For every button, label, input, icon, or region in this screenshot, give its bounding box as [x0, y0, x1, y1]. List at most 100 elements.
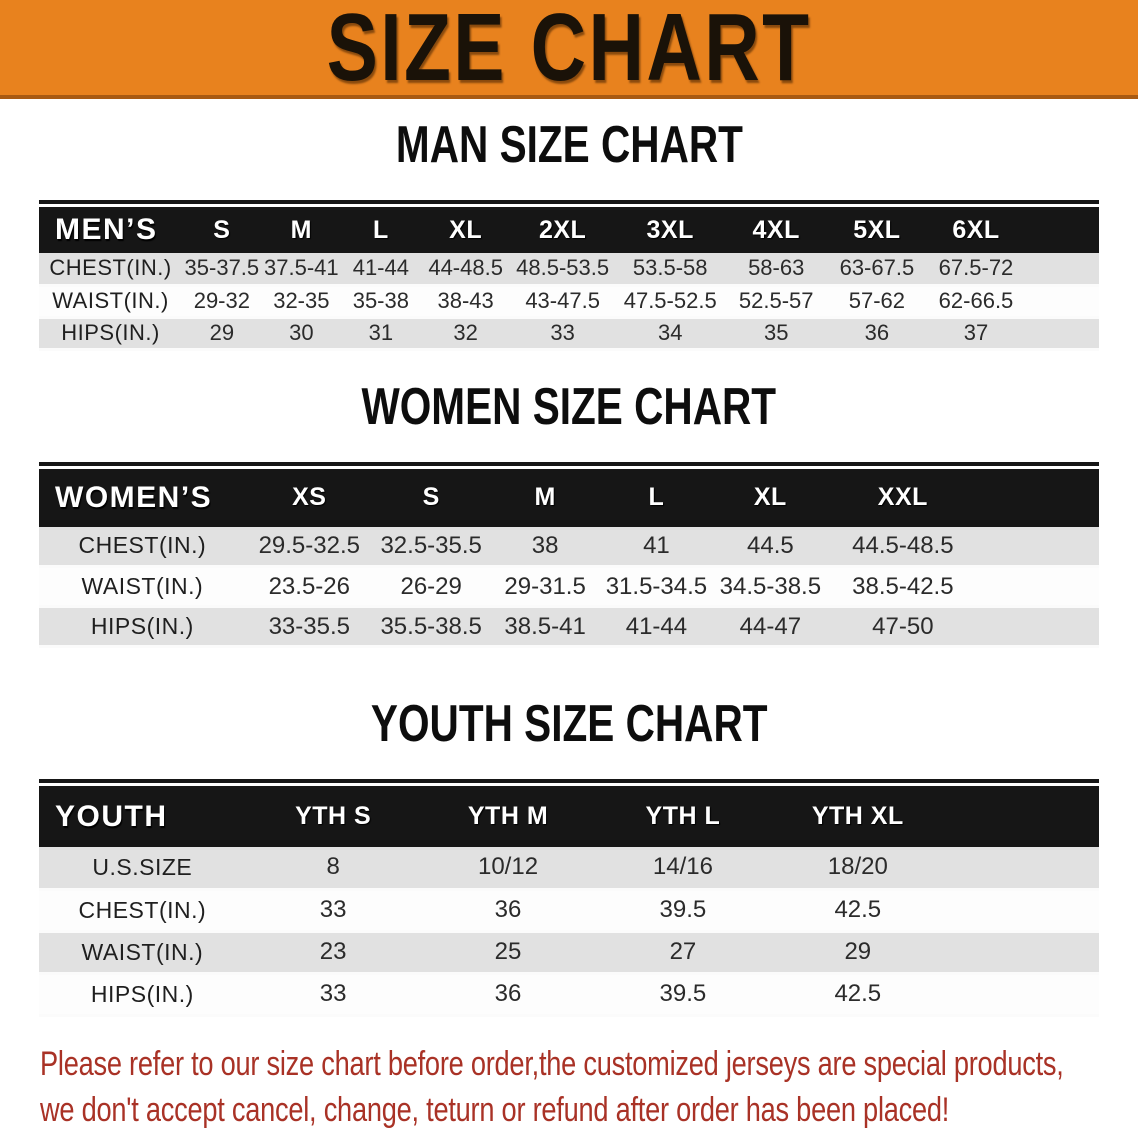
row-spacer [945, 889, 1099, 933]
header-row: WOMEN’S XS S M L XL XXL [39, 468, 1099, 527]
column-header: L [341, 207, 421, 253]
disclaimer-line-1: Please refer to our size chart before or… [40, 1044, 1064, 1083]
size-value-cell: 27 [595, 931, 771, 975]
size-value-cell: 38.5-41 [489, 606, 601, 648]
size-value-cell: 53.5-58 [614, 253, 726, 287]
disclaimer-note: Please refer to our size chart before or… [40, 1041, 1138, 1133]
size-value-cell: 29-31.5 [489, 566, 601, 608]
section-heading: MAN SIZE CHART [0, 116, 1138, 180]
size-value-cell: 44-48.5 [420, 253, 511, 287]
size-value-cell: 23 [245, 931, 421, 975]
section-womens: WOMEN SIZE CHART WOMEN’S XS S M L XL XXL CHEST(I… [0, 377, 1138, 648]
size-value-cell: 32 [420, 317, 511, 351]
size-value-cell: 38.5-42.5 [828, 566, 978, 608]
row-spacer [1024, 285, 1099, 319]
size-value-cell: 18/20 [770, 847, 946, 891]
row-spacer [977, 526, 1099, 568]
column-header: M [489, 468, 601, 527]
row-label: WAIST(IN.) [39, 285, 183, 319]
size-value-cell: 67.5-72 [927, 253, 1025, 287]
row-label: CHEST(IN.) [39, 889, 246, 933]
size-value-cell: 38 [489, 526, 601, 568]
row-spacer [945, 931, 1099, 975]
size-value-cell: 44.5 [712, 526, 829, 568]
size-value-cell: 30 [261, 317, 342, 351]
section-heading-text: MAN SIZE CHART [395, 116, 743, 174]
table-row: U.S.SIZE 8 10/12 14/16 18/20 [39, 847, 1099, 891]
size-table-wrap: YOUTH YTH S YTH M YTH L YTH XL U.S.SIZE 8 10/12… [39, 779, 1099, 1017]
size-value-cell: 48.5-53.5 [510, 253, 615, 287]
row-label: HIPS(IN.) [39, 973, 246, 1017]
size-value-cell: 63-67.5 [826, 253, 928, 287]
section-heading-text: YOUTH SIZE CHART [370, 695, 768, 753]
row-spacer [1024, 317, 1099, 351]
size-value-cell: 38-43 [420, 285, 511, 319]
group-label: WOMEN’S [39, 468, 246, 527]
row-label: WAIST(IN.) [39, 566, 246, 608]
size-value-cell: 39.5 [595, 973, 771, 1017]
column-header: 4XL [725, 207, 827, 253]
column-header: XL [712, 468, 829, 527]
size-value-cell: 36 [420, 973, 596, 1017]
size-value-cell: 32.5-35.5 [372, 526, 490, 568]
table-row: CHEST(IN.) 35-37.5 37.5-41 41-44 44-48.5 48.5… [39, 253, 1099, 287]
column-header: 3XL [614, 207, 726, 253]
size-value-cell: 32-35 [261, 285, 342, 319]
size-table: MEN’S S M L XL 2XL 3XL 4XL 5XL 6XL CHEST(IN.) 35-37… [39, 207, 1099, 351]
size-value-cell: 25 [420, 931, 596, 975]
header-row: MEN’S S M L XL 2XL 3XL 4XL 5XL 6XL [39, 207, 1099, 253]
size-value-cell: 52.5-57 [725, 285, 827, 319]
size-value-cell: 33 [245, 889, 421, 933]
header-spacer [977, 468, 1099, 527]
size-value-cell: 47-50 [828, 606, 978, 648]
size-value-cell: 33-35.5 [245, 606, 373, 648]
table-row: CHEST(IN.) 29.5-32.5 32.5-35.5 38 41 44.5 44.5… [39, 526, 1099, 568]
size-value-cell: 42.5 [770, 889, 946, 933]
size-value-cell: 44-47 [712, 606, 829, 648]
column-header: XXL [828, 468, 978, 527]
table-row: WAIST(IN.) 23.5-26 26-29 29-31.5 31.5-34.5 34… [39, 566, 1099, 608]
column-header: 2XL [510, 207, 615, 253]
column-header: YTH XL [770, 786, 946, 847]
table-row: CHEST(IN.) 33 36 39.5 42.5 [39, 889, 1099, 933]
size-value-cell: 35.5-38.5 [372, 606, 490, 648]
row-label: CHEST(IN.) [39, 526, 246, 568]
row-label: U.S.SIZE [39, 847, 246, 891]
size-value-cell: 57-62 [826, 285, 928, 319]
section-heading: YOUTH SIZE CHART [0, 695, 1138, 759]
section-heading-text: WOMEN SIZE CHART [361, 377, 777, 436]
row-spacer [977, 566, 1099, 608]
row-spacer [945, 847, 1099, 891]
row-spacer [1024, 253, 1099, 287]
section-youth: YOUTH SIZE CHART YOUTH YTH S YTH M YTH L YTH … [0, 695, 1138, 1017]
header-row: YOUTH YTH S YTH M YTH L YTH XL [39, 786, 1099, 847]
size-value-cell: 34.5-38.5 [712, 566, 829, 608]
size-value-cell: 39.5 [595, 889, 771, 933]
row-spacer [977, 606, 1099, 648]
size-value-cell: 58-63 [725, 253, 827, 287]
size-value-cell: 47.5-52.5 [614, 285, 726, 319]
size-value-cell: 43-47.5 [510, 285, 615, 319]
size-value-cell: 10/12 [420, 847, 596, 891]
column-header: 5XL [826, 207, 928, 253]
section-mens: MAN SIZE CHART MEN’S S M L XL 2XL 3XL 4XL 5XL 6XL C… [0, 116, 1138, 351]
row-label: HIPS(IN.) [39, 317, 183, 351]
size-value-cell: 26-29 [372, 566, 490, 608]
column-header: YTH L [595, 786, 771, 847]
size-table-wrap: MEN’S S M L XL 2XL 3XL 4XL 5XL 6XL CHEST(IN.) 35-37… [39, 200, 1099, 351]
size-value-cell: 31 [341, 317, 421, 351]
size-value-cell: 37.5-41 [261, 253, 342, 287]
column-header: XS [245, 468, 373, 527]
size-value-cell: 62-66.5 [927, 285, 1025, 319]
column-header: S [372, 468, 490, 527]
size-value-cell: 37 [927, 317, 1025, 351]
column-header: M [261, 207, 342, 253]
size-value-cell: 35-37.5 [182, 253, 262, 287]
size-chart-banner: SIZE CHART [0, 0, 1138, 99]
size-value-cell: 41-44 [600, 606, 713, 648]
header-spacer [945, 786, 1099, 847]
size-value-cell: 29 [770, 931, 946, 975]
size-value-cell: 42.5 [770, 973, 946, 1017]
row-label: CHEST(IN.) [39, 253, 183, 287]
size-value-cell: 44.5-48.5 [828, 526, 978, 568]
